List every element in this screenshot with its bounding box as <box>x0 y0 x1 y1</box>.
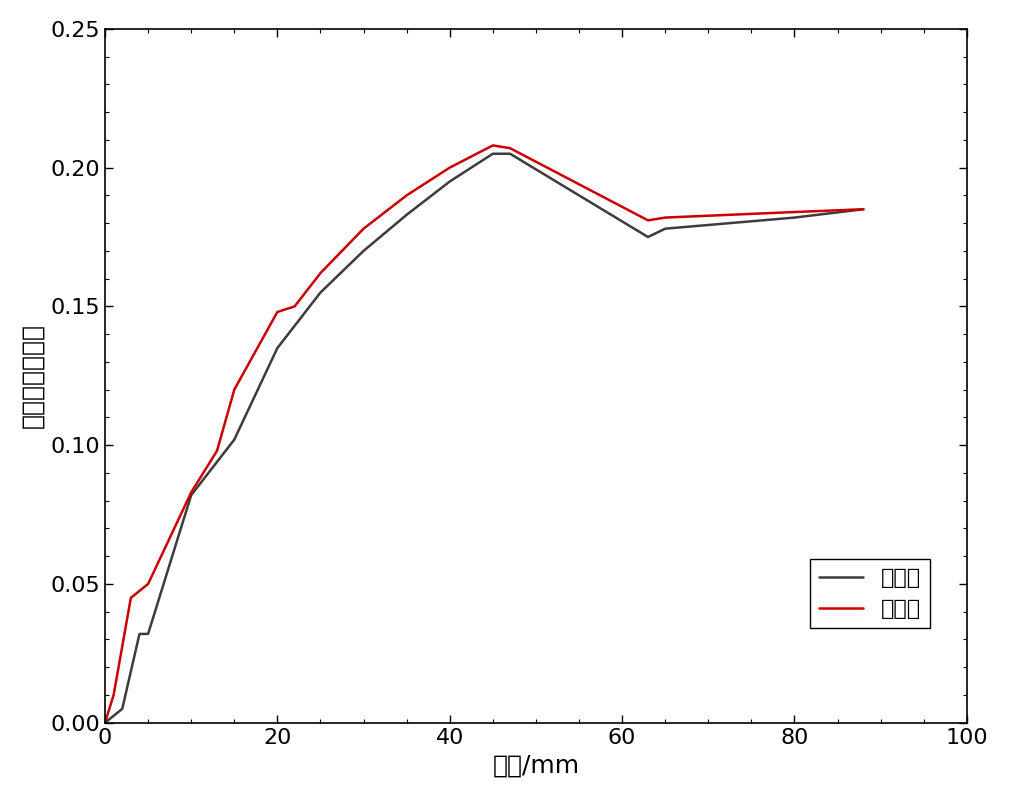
手算値 <box>659 224 671 234</box>
程序値 <box>642 215 654 225</box>
程序値 <box>357 224 369 234</box>
程序値 <box>99 718 111 728</box>
程序値 <box>401 191 413 200</box>
手算値 <box>133 629 145 638</box>
手算値 <box>642 232 654 242</box>
程序値 <box>788 207 800 217</box>
程序値 <box>228 385 240 394</box>
程序値 <box>271 307 284 317</box>
手算値 <box>858 204 870 214</box>
Line: 程序値: 程序値 <box>105 145 864 723</box>
程序値 <box>504 144 517 153</box>
程序値 <box>185 488 197 497</box>
手算値 <box>271 343 284 353</box>
手算値 <box>357 246 369 255</box>
程序値 <box>108 690 120 700</box>
手算値 <box>504 149 517 159</box>
手算値 <box>116 704 128 713</box>
Legend: 手算値, 程序値: 手算値, 程序値 <box>810 559 930 628</box>
程序値 <box>289 302 301 311</box>
手算値 <box>228 435 240 444</box>
手算値 <box>788 213 800 223</box>
程序値 <box>125 593 137 602</box>
程序値 <box>659 213 671 223</box>
程序値 <box>315 268 327 278</box>
程序値 <box>211 446 223 456</box>
Line: 手算値: 手算値 <box>105 154 864 723</box>
手算値 <box>401 210 413 219</box>
手算値 <box>142 629 154 638</box>
Y-axis label: 等效黏滑阻尼比: 等效黏滑阻尼比 <box>21 323 44 429</box>
手算値 <box>185 490 197 500</box>
手算値 <box>315 288 327 298</box>
程序値 <box>858 204 870 214</box>
手算値 <box>99 718 111 728</box>
程序値 <box>486 140 498 150</box>
程序値 <box>142 579 154 589</box>
手算値 <box>444 176 456 186</box>
程序値 <box>444 163 456 172</box>
X-axis label: 位移/mm: 位移/mm <box>492 753 579 777</box>
手算値 <box>486 149 498 159</box>
